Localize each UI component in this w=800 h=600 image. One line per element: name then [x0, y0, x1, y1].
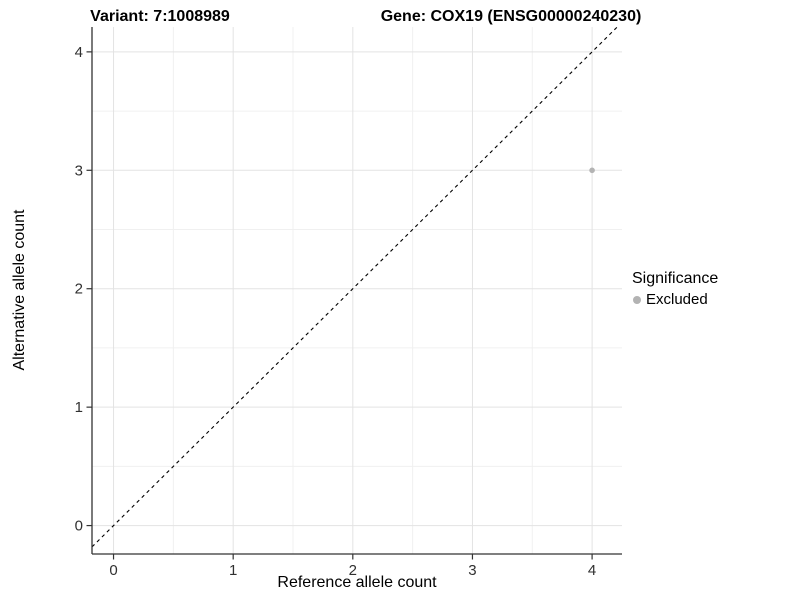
- legend: Significance Excluded: [630, 270, 718, 308]
- y-tick-label: 0: [75, 518, 83, 535]
- x-axis-title: Reference allele count: [277, 574, 437, 591]
- x-tick-label: 0: [109, 562, 117, 579]
- x-tick-label: 3: [468, 562, 476, 579]
- y-tick-label: 1: [75, 399, 83, 416]
- legend-item-excluded: Excluded: [633, 291, 718, 308]
- y-tick-label: 4: [75, 44, 83, 61]
- identity-dashed-line: [91, 26, 618, 548]
- y-tick-label: 2: [75, 281, 83, 298]
- y-axis-title: Alternative allele count: [11, 209, 28, 371]
- legend-title: Significance: [632, 270, 719, 287]
- y-tick-label: 3: [75, 162, 83, 179]
- x-tick-label: 2: [349, 562, 357, 579]
- x-tick-label: 1: [229, 562, 237, 579]
- variant-title: Variant: 7:1008989: [90, 8, 230, 25]
- gene-title: Gene: COX19 (ENSG00000240230): [380, 8, 642, 25]
- data-point: [589, 167, 595, 174]
- legend-item-label: Excluded: [646, 291, 708, 308]
- legend-point-swatch: [633, 295, 641, 304]
- x-tick-label: 4: [588, 562, 596, 579]
